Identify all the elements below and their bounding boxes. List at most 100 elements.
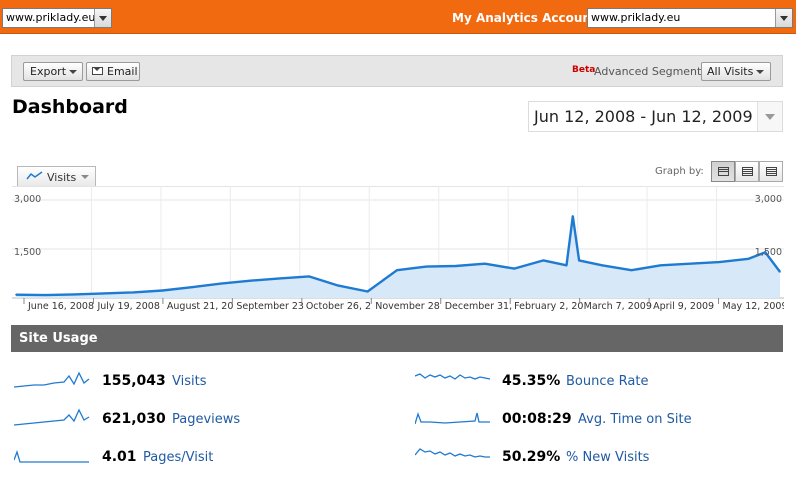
- graph-by-month-button[interactable]: [759, 161, 783, 182]
- metric-link-new-visits[interactable]: % New Visits: [566, 450, 650, 465]
- x-tick-label: August 21, 20: [167, 301, 233, 312]
- metric-value-visits: 155,043: [102, 373, 166, 389]
- sparkline-avg-time-on-site: [415, 411, 490, 425]
- metric-value-avg-time-on-site: 00:08:29: [502, 411, 572, 427]
- visits-chart: 3,000 1,500 3,000 1,500 June 16, 2008 Jul…: [12, 186, 784, 312]
- graph-by-day-icon: [718, 167, 729, 176]
- y-tick-label: 3,000: [755, 194, 782, 205]
- accounts-select-value: www.priklady.eu: [591, 11, 681, 24]
- data-point: [103, 292, 105, 295]
- x-tick-label: October 26, 2: [306, 301, 371, 312]
- x-tick-label: December 31,: [445, 301, 512, 312]
- data-point: [15, 293, 17, 296]
- y-tick-label: 1,500: [755, 247, 782, 258]
- site-select[interactable]: www.priklady.eu: [2, 8, 112, 28]
- data-point: [191, 286, 193, 289]
- envelope-icon: [92, 67, 103, 75]
- data-point: [220, 282, 222, 285]
- data-point: [779, 271, 781, 273]
- data-point: [718, 261, 721, 263]
- data-point: [278, 277, 281, 280]
- metric-link-pageviews[interactable]: Pageviews: [172, 412, 241, 427]
- data-point: [578, 259, 580, 262]
- x-tick-label: February 2, 20: [514, 301, 583, 312]
- graph-by-label: Graph by:: [655, 166, 704, 177]
- x-axis-labels: June 16, 2008 July 19, 2008 August 21, 20 S…: [23, 298, 784, 312]
- export-button[interactable]: Export: [23, 62, 83, 81]
- site-usage-header: Site Usage: [11, 325, 783, 352]
- graph-by-day-button[interactable]: [711, 161, 735, 182]
- data-point: [571, 215, 574, 218]
- data-point: [454, 265, 457, 267]
- chevron-down-icon[interactable]: [757, 102, 782, 131]
- metric-select-tab[interactable]: Visits: [17, 166, 96, 186]
- data-point: [747, 258, 750, 260]
- date-range-text: Jun 12, 2008 - Jun 12, 2009: [534, 107, 753, 126]
- data-point: [425, 265, 428, 268]
- data-point: [659, 264, 662, 267]
- graph-by-week-button[interactable]: [735, 161, 759, 182]
- x-tick-label: March 7, 2009: [584, 301, 652, 312]
- data-point: [396, 269, 398, 272]
- x-tick-label: April 9, 2009: [653, 301, 714, 312]
- graph-by-month-icon: [766, 167, 777, 176]
- data-point: [601, 264, 603, 267]
- x-tick-label: September 23: [236, 301, 304, 312]
- metric-tab-label: Visits: [47, 171, 77, 184]
- x-tick-label: July 19, 2008: [96, 301, 159, 312]
- metric-value-pages-per-visit: 4.01: [102, 449, 137, 465]
- data-point: [308, 275, 310, 278]
- metric-value-pageviews: 621,030: [102, 411, 166, 427]
- x-tick-label: May 12, 2009: [723, 301, 784, 312]
- metric-link-pages-per-visit[interactable]: Pages/Visit: [143, 450, 214, 465]
- accounts-select[interactable]: www.priklady.eu: [587, 8, 793, 28]
- email-button[interactable]: Email: [86, 62, 140, 81]
- y-tick-label: 1,500: [14, 247, 41, 258]
- data-point: [513, 267, 515, 270]
- graph-by-week-icon: [742, 167, 753, 176]
- chevron-down-icon[interactable]: [775, 9, 792, 27]
- data-point: [764, 251, 767, 254]
- sparkline-pages-per-visit: [14, 449, 89, 463]
- advanced-segments-label: Advanced Segments:: [594, 65, 711, 78]
- email-button-label: Email: [107, 65, 138, 78]
- metric-link-avg-time-on-site[interactable]: Avg. Time on Site: [578, 412, 692, 427]
- data-point: [73, 293, 76, 296]
- metric-row-pageviews: 621,030 Pageviews: [14, 408, 384, 428]
- site-select-value: www.priklady.eu: [6, 11, 96, 24]
- accounts-label: My Analytics Accounts:: [452, 11, 609, 25]
- data-point: [161, 289, 164, 292]
- metric-value-bounce-rate: 45.35%: [502, 373, 561, 389]
- metric-row-avg-time-on-site: 00:08:29 Avg. Time on Site: [415, 408, 785, 428]
- sparkline-visits: [14, 371, 90, 388]
- segments-select[interactable]: All Visits: [701, 62, 771, 81]
- metric-row-bounce-rate: 45.35% Bounce Rate: [415, 370, 785, 390]
- metric-link-visits[interactable]: Visits: [172, 374, 207, 389]
- y-tick-label: 3,000: [14, 194, 41, 205]
- x-tick-label: June 16, 2008: [27, 301, 94, 312]
- metric-row-visits: 155,043 Visits: [14, 370, 384, 390]
- sparkline-new-visits: [415, 448, 490, 458]
- data-point: [484, 262, 486, 265]
- data-point: [565, 264, 568, 267]
- metric-row-new-visits: 50.29% % New Visits: [415, 446, 785, 466]
- date-range-picker[interactable]: Jun 12, 2008 - Jun 12, 2009: [528, 101, 783, 132]
- visits-line: [15, 215, 781, 297]
- line-chart-icon: [26, 171, 43, 180]
- metric-row-pages-per-visit: 4.01 Pages/Visit: [14, 446, 384, 466]
- data-point: [366, 290, 369, 293]
- metric-value-new-visits: 50.29%: [502, 449, 561, 465]
- sparkline-bounce-rate: [415, 373, 491, 380]
- data-point: [542, 259, 545, 262]
- export-button-label: Export: [30, 65, 67, 78]
- chevron-down-icon[interactable]: [94, 9, 111, 27]
- x-tick-label: November 28: [375, 301, 440, 312]
- page-title: Dashboard: [12, 96, 128, 118]
- data-point: [689, 262, 691, 265]
- data-point: [249, 279, 252, 282]
- metric-link-bounce-rate[interactable]: Bounce Rate: [566, 374, 649, 389]
- toolbar: Export Email Beta Advanced Segments: All…: [11, 55, 783, 87]
- sparkline-pageviews: [14, 408, 90, 426]
- visits-area: [16, 216, 780, 298]
- data-point: [337, 284, 340, 287]
